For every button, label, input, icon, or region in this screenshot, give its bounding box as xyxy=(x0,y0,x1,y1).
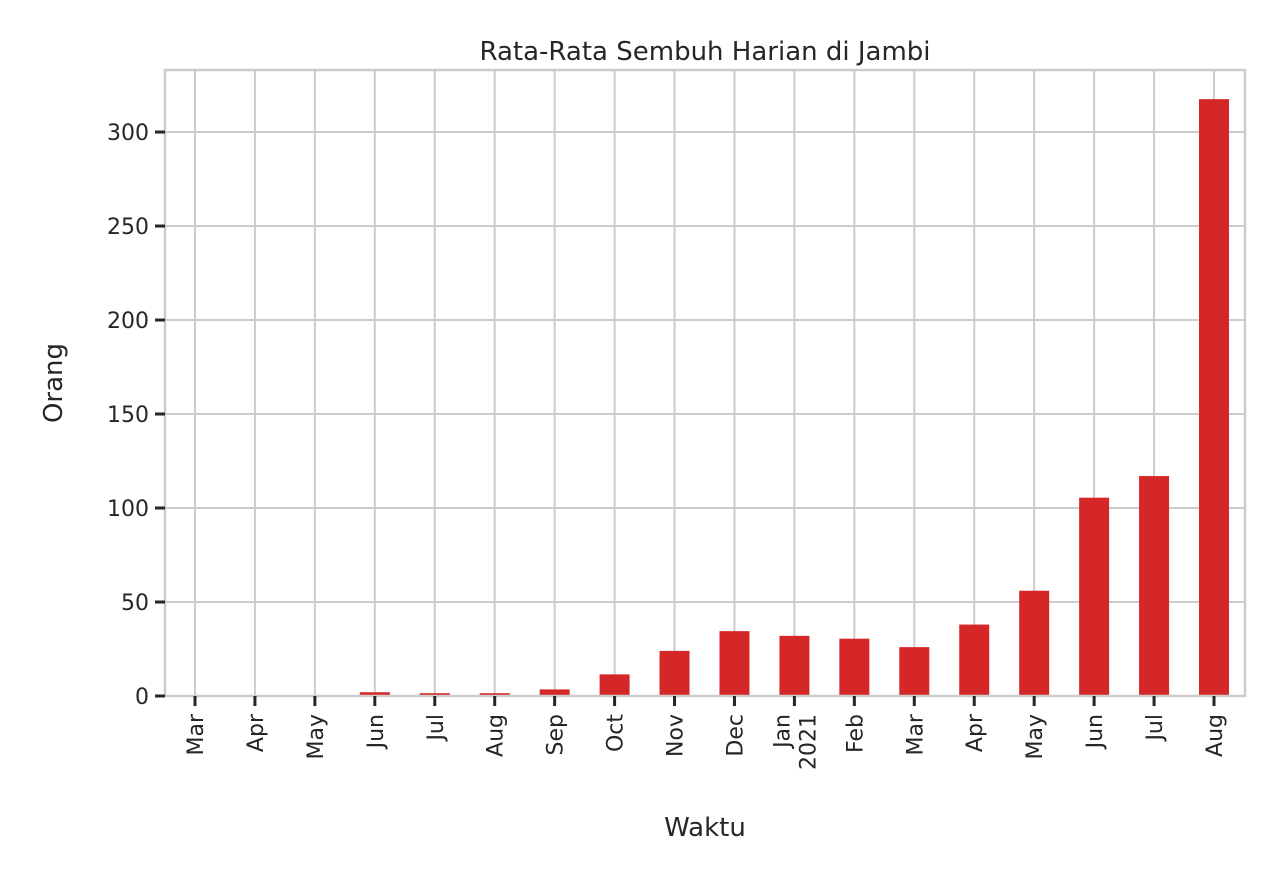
y-tick-label: 300 xyxy=(107,121,149,146)
y-tick-label: 0 xyxy=(135,685,149,710)
x-tick-label: Jul xyxy=(1143,714,1168,743)
x-tick-label: May xyxy=(304,714,329,759)
bar xyxy=(1199,99,1229,697)
bar xyxy=(539,689,570,696)
x-tick-label: Aug xyxy=(484,714,509,757)
x-tick-label: Apr xyxy=(963,713,988,752)
y-tick-label: 50 xyxy=(121,591,149,616)
bar xyxy=(899,647,930,696)
y-axis-ticks: 0 50 100 150 200 250 300 xyxy=(107,121,165,710)
x-tick-label: Jan xyxy=(770,714,795,750)
bar xyxy=(839,638,870,696)
bar xyxy=(1139,476,1170,696)
x-tick-label: Aug xyxy=(1203,714,1228,757)
bar xyxy=(1019,590,1050,696)
plot-frame xyxy=(163,68,1247,698)
x-tick-label: Feb xyxy=(843,714,868,753)
y-tick-label: 150 xyxy=(107,403,149,428)
bar xyxy=(959,624,990,696)
x-tick-label: Mar xyxy=(184,713,209,755)
x-axis-ticks: Mar Apr May Jun Jul Aug Sep Oct Nov Dec Jan 2021 Feb… xyxy=(184,696,1228,770)
y-tick-label: 250 xyxy=(107,215,149,240)
bar xyxy=(1079,497,1110,696)
bar xyxy=(359,692,390,696)
x-tick-label: Dec xyxy=(723,714,748,757)
bar xyxy=(779,635,810,696)
y-tick-label: 200 xyxy=(107,309,149,334)
bar xyxy=(599,674,630,696)
x-tick-label: Apr xyxy=(244,713,269,752)
x-tick-label: Nov xyxy=(664,714,689,757)
x-tick-label: Jul xyxy=(424,714,449,743)
bar xyxy=(419,693,450,696)
chart-title: Rata-Rata Sembuh Harian di Jambi xyxy=(479,37,930,67)
bar xyxy=(479,693,510,696)
x-tick-label: Oct xyxy=(604,714,629,752)
x-tick-label: 2021 xyxy=(796,714,821,770)
x-axis-label: Waktu xyxy=(664,813,746,843)
bars xyxy=(359,99,1229,697)
x-tick-label: Sep xyxy=(544,714,569,755)
x-tick-label: Jun xyxy=(1083,714,1108,750)
bar xyxy=(659,650,690,696)
x-tick-label: May xyxy=(1023,714,1048,759)
bar xyxy=(719,631,750,696)
x-tick-label: Jun xyxy=(364,714,389,750)
x-tick-label: Mar xyxy=(903,713,928,755)
y-tick-label: 100 xyxy=(107,497,149,522)
y-axis-label: Orang xyxy=(39,343,69,423)
